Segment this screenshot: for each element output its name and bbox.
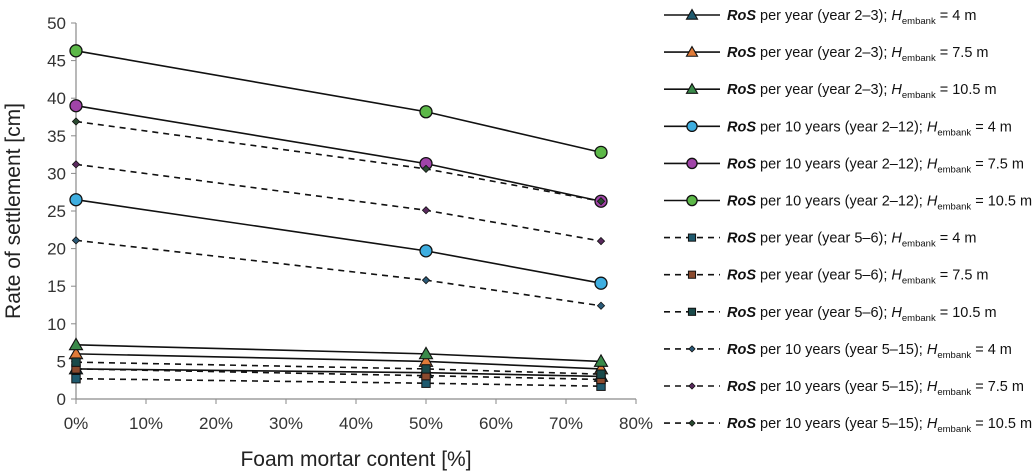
legend-marker	[687, 307, 697, 316]
legend-item-10: RoS per 10 years (year 5–15); Hembank = …	[664, 342, 1012, 361]
x-tick-label: 70%	[549, 414, 583, 433]
x-tick-label: 60%	[479, 414, 513, 433]
series-line-2	[75, 353, 602, 370]
y-tick-label: 50	[47, 14, 66, 33]
y-tick-label: 30	[47, 164, 66, 183]
data-point-11-3	[596, 236, 606, 246]
data-point-10-3	[596, 301, 606, 310]
series-line-7	[75, 377, 602, 388]
data-point-12-2	[421, 164, 431, 174]
y-tick-label: 10	[47, 315, 66, 334]
y-tick-label: 15	[47, 277, 66, 296]
y-tick-label: 40	[47, 89, 66, 108]
y-tick-label: 5	[57, 352, 66, 371]
legend-marker	[688, 345, 696, 353]
data-point-12-3	[596, 197, 606, 206]
legend-label: RoS per year (year 5–6); Hembank = 10.5 …	[727, 305, 997, 324]
legend-marker	[686, 120, 698, 133]
legend-item-9: RoS per year (year 5–6); Hembank = 10.5 …	[664, 305, 997, 324]
data-point-9-2	[421, 364, 431, 374]
series-line-9	[75, 361, 602, 375]
legend-label: RoS per 10 years (year 5–15); Hembank = …	[727, 342, 1012, 361]
x-tick-label: 50%	[409, 414, 443, 433]
legend-item-2: RoS per year (year 2–3); Hembank = 7.5 m	[664, 45, 989, 64]
legend-marker	[685, 82, 699, 94]
legend-item-11: RoS per 10 years (year 5–15); Hembank = …	[664, 379, 1024, 398]
data-point-3-2	[418, 346, 434, 360]
data-point-9-1	[71, 357, 81, 367]
data-point-9-3	[596, 369, 606, 379]
series-line-6	[75, 50, 602, 154]
legend-item-1: RoS per year (year 2–3); Hembank = 4 m	[664, 8, 976, 27]
legend-label: RoS per year (year 2–3); Hembank = 7.5 m	[727, 45, 989, 64]
data-point-6-1	[69, 44, 83, 58]
series-line-10	[75, 239, 602, 307]
y-tick-label: 0	[57, 390, 66, 409]
data-point-6-2	[419, 105, 433, 119]
data-point-5-1	[69, 99, 83, 113]
legend-item-4: RoS per 10 years (year 2–12); Hembank = …	[664, 119, 1012, 138]
y-tick-label: 35	[47, 127, 66, 146]
x-tick-label: 40%	[339, 414, 373, 433]
legend-item-12: RoS per 10 years (year 5–15); Hembank = …	[664, 416, 1032, 435]
legend-marker	[686, 194, 698, 207]
y-tick-label: 45	[47, 52, 66, 71]
x-tick-label: 0%	[64, 414, 89, 433]
x-tick-label: 10%	[129, 414, 163, 433]
data-point-11-2	[421, 206, 431, 215]
data-point-4-3	[594, 276, 608, 290]
legend-label: RoS per year (year 2–3); Hembank = 10.5 …	[727, 82, 997, 101]
legend-item-8: RoS per year (year 5–6); Hembank = 7.5 m	[664, 268, 989, 287]
legend-marker	[687, 270, 697, 279]
y-tick-label: 25	[47, 202, 66, 221]
x-tick-label: 30%	[269, 414, 303, 433]
legend-marker	[686, 157, 698, 170]
legend-marker	[685, 45, 699, 57]
y-axis-title: Rate of settlement [cm]	[2, 103, 25, 319]
legend: RoS per year (year 2–3); Hembank = 4 m Ro…	[664, 8, 1032, 435]
legend-label: RoS per 10 years (year 5–15); Hembank = …	[727, 416, 1032, 435]
x-axis-title: Foam mortar content [%]	[240, 448, 471, 471]
legend-marker	[688, 419, 696, 427]
legend-label: RoS per 10 years (year 2–12); Hembank = …	[727, 194, 1032, 213]
data-point-10-1	[71, 236, 81, 245]
axes: 0 5 10 15 20 25 30 35 40 45 50 0% 10% 20% 30% 40% 50% 60%…	[47, 14, 653, 433]
legend-label: RoS per 10 years (year 5–15); Hembank = …	[727, 379, 1024, 398]
y-tick-label: 20	[47, 240, 66, 259]
data-point-4-1	[69, 193, 83, 207]
series-line-11	[75, 163, 602, 242]
x-tick-label: 80%	[619, 414, 653, 433]
data-point-10-2	[421, 276, 431, 285]
data-point-11-1	[71, 160, 81, 169]
legend-marker	[688, 382, 696, 390]
legend-label: RoS per year (year 5–6); Hembank = 7.5 m	[727, 268, 989, 287]
legend-label: RoS per year (year 2–3); Hembank = 4 m	[727, 8, 976, 27]
data-point-12-1	[71, 117, 81, 126]
x-tick-label: 20%	[199, 414, 233, 433]
legend-item-5: RoS per 10 years (year 2–12); Hembank = …	[664, 156, 1024, 175]
legend-label: RoS per 10 years (year 2–12); Hembank = …	[727, 119, 1012, 138]
data-point-6-3	[594, 145, 608, 159]
legend-item-6: RoS per 10 years (year 2–12); Hembank = …	[664, 194, 1032, 213]
legend-item-7: RoS per year (year 5–6); Hembank = 4 m	[664, 231, 976, 250]
legend-label: RoS per year (year 5–6); Hembank = 4 m	[727, 231, 976, 250]
legend-marker	[685, 8, 699, 20]
series-line-8	[75, 368, 602, 381]
plot-area	[68, 44, 609, 391]
data-point-3-3	[593, 353, 609, 367]
legend-marker	[687, 233, 697, 242]
legend-item-3: RoS per year (year 2–3); Hembank = 10.5 …	[664, 82, 997, 101]
legend-label: RoS per 10 years (year 2–12); Hembank = …	[727, 156, 1024, 175]
data-point-7-1	[71, 373, 81, 384]
data-point-4-2	[419, 244, 433, 258]
data-point-3-1	[68, 337, 84, 351]
